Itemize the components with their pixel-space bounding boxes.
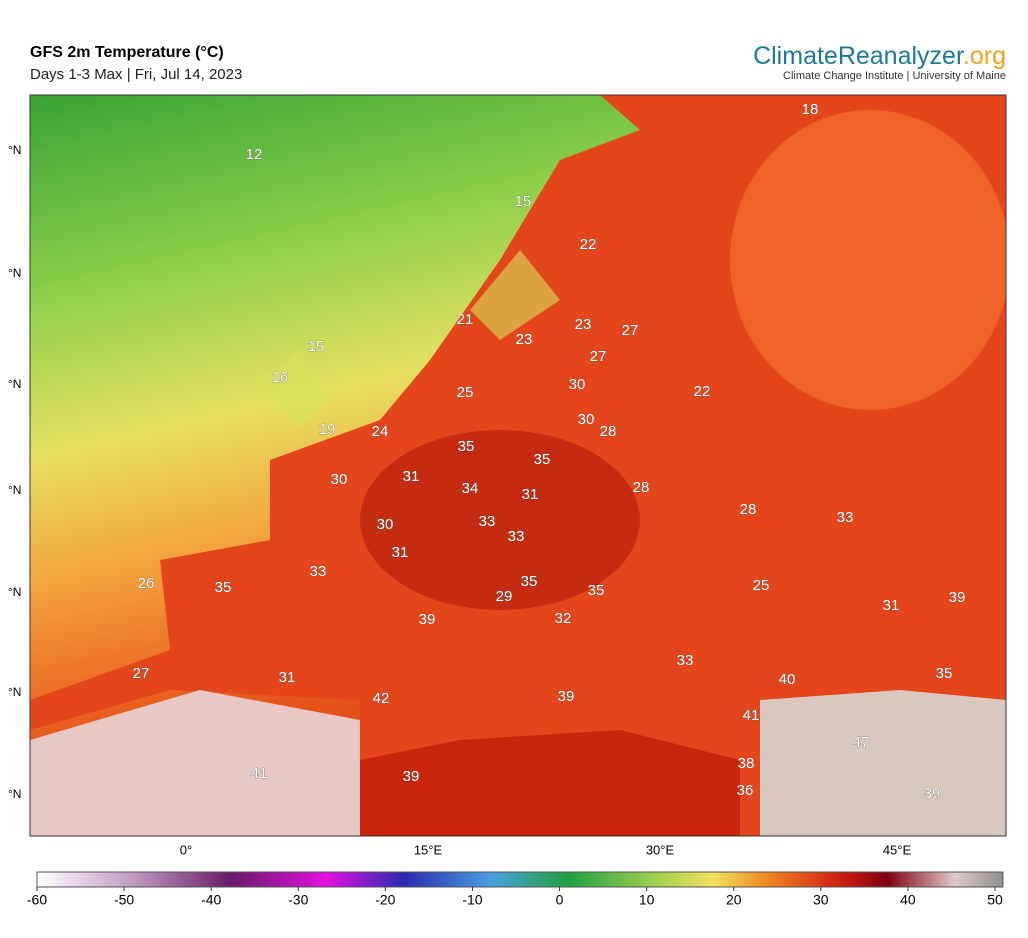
colorbar-label: -60	[27, 892, 47, 908]
temp-label: 24	[372, 423, 389, 440]
lon-label: 0°	[180, 842, 192, 857]
temp-label: 15	[308, 338, 325, 355]
temp-label: 41	[251, 765, 268, 782]
temp-label: 31	[522, 486, 539, 503]
desert	[760, 690, 1006, 836]
temp-label: 15	[515, 193, 532, 210]
colorbar-label: -10	[462, 892, 482, 908]
colorbar-label: -30	[288, 892, 308, 908]
subtitle: Days 1-3 Max | Fri, Jul 14, 2023	[30, 66, 242, 83]
temp-label: 35	[936, 665, 953, 682]
temp-label: 33	[677, 652, 694, 669]
map	[30, 95, 1006, 836]
temp-label: 35	[458, 438, 475, 455]
temp-label: 25	[457, 384, 474, 401]
temp-label: 19	[319, 421, 336, 438]
temp-label: 30	[578, 411, 595, 428]
temp-label: 25	[753, 577, 770, 594]
land-cool	[260, 250, 560, 430]
temp-label: 31	[279, 669, 296, 686]
brand-suffix: .org	[963, 42, 1006, 70]
colorbar-label: -20	[375, 892, 395, 908]
med-sea	[360, 730, 740, 836]
lat-label: °N	[8, 685, 21, 699]
colorbar-label: -40	[201, 892, 221, 908]
temp-label: 35	[215, 579, 232, 596]
temp-label: 23	[575, 316, 592, 333]
temp-label: 41	[743, 707, 760, 724]
colorbar-label: 50	[987, 892, 1003, 908]
temp-label: 27	[133, 665, 150, 682]
temp-label: 33	[479, 513, 496, 530]
institute: Climate Change Institute | University of…	[783, 70, 1006, 82]
temp-label: 39	[924, 785, 941, 802]
lon-label: 30°E	[646, 842, 675, 857]
temp-label: 47	[853, 734, 870, 751]
temp-label: 27	[622, 322, 639, 339]
temp-label: 18	[802, 101, 819, 118]
lat-label: °N	[8, 266, 21, 280]
temp-label: 35	[588, 582, 605, 599]
lat-label: °N	[8, 787, 21, 801]
temp-label: 36	[737, 782, 754, 799]
map-frame	[29, 94, 1007, 837]
temp-label: 28	[633, 479, 650, 496]
temp-label: 29	[496, 588, 513, 605]
temp-label: 16	[272, 369, 289, 386]
temp-label: 42	[373, 690, 390, 707]
temp-label: 28	[600, 423, 617, 440]
temp-label: 21	[457, 311, 474, 328]
temp-label: 31	[883, 597, 900, 614]
colorbar-label: 40	[900, 892, 916, 908]
temp-label: 23	[516, 331, 533, 348]
temp-label: 28	[740, 501, 757, 518]
lat-label: °N	[8, 377, 21, 391]
colorbar-label: 20	[726, 892, 742, 908]
temp-label: 12	[246, 146, 263, 163]
colorbar-label: 10	[639, 892, 655, 908]
temp-label: 31	[403, 468, 420, 485]
land-shade	[730, 110, 1006, 410]
temp-label: 33	[837, 509, 854, 526]
temp-label: 33	[508, 528, 525, 545]
lat-label: °N	[8, 585, 21, 599]
temp-label: 39	[949, 589, 966, 606]
lat-label: °N	[8, 483, 21, 497]
temp-label: 38	[738, 755, 755, 772]
temp-label: 27	[590, 348, 607, 365]
temp-label: 40	[779, 671, 796, 688]
temp-label: 30	[377, 516, 394, 533]
colorbar-label: 30	[813, 892, 829, 908]
temp-label: 30	[569, 376, 586, 393]
brand: ClimateReanalyzer.org	[753, 42, 1006, 70]
lon-label: 15°E	[414, 842, 443, 857]
temp-label: 35	[534, 451, 551, 468]
temp-label: 33	[310, 563, 327, 580]
colorbar	[36, 871, 1004, 888]
colorbar-label: 0	[556, 892, 564, 908]
temp-label: 35	[521, 573, 538, 590]
brand-main: ClimateReanalyzer	[753, 42, 964, 70]
temp-label: 22	[580, 236, 597, 253]
temp-label: 30	[331, 471, 348, 488]
temp-label: 39	[558, 688, 575, 705]
temp-label: 39	[403, 768, 420, 785]
temp-label: 32	[555, 610, 572, 627]
land-shade	[360, 430, 640, 610]
desert	[30, 690, 360, 836]
temp-label: 31	[392, 544, 409, 561]
colorbar-label: -50	[114, 892, 134, 908]
lat-label: °N	[8, 143, 21, 157]
temp-label: 22	[694, 383, 711, 400]
title: GFS 2m Temperature (°C)	[30, 44, 224, 61]
lon-label: 45°E	[883, 842, 912, 857]
temp-label: 34	[462, 480, 479, 497]
temp-label: 39	[419, 611, 436, 628]
temp-label: 26	[138, 575, 155, 592]
